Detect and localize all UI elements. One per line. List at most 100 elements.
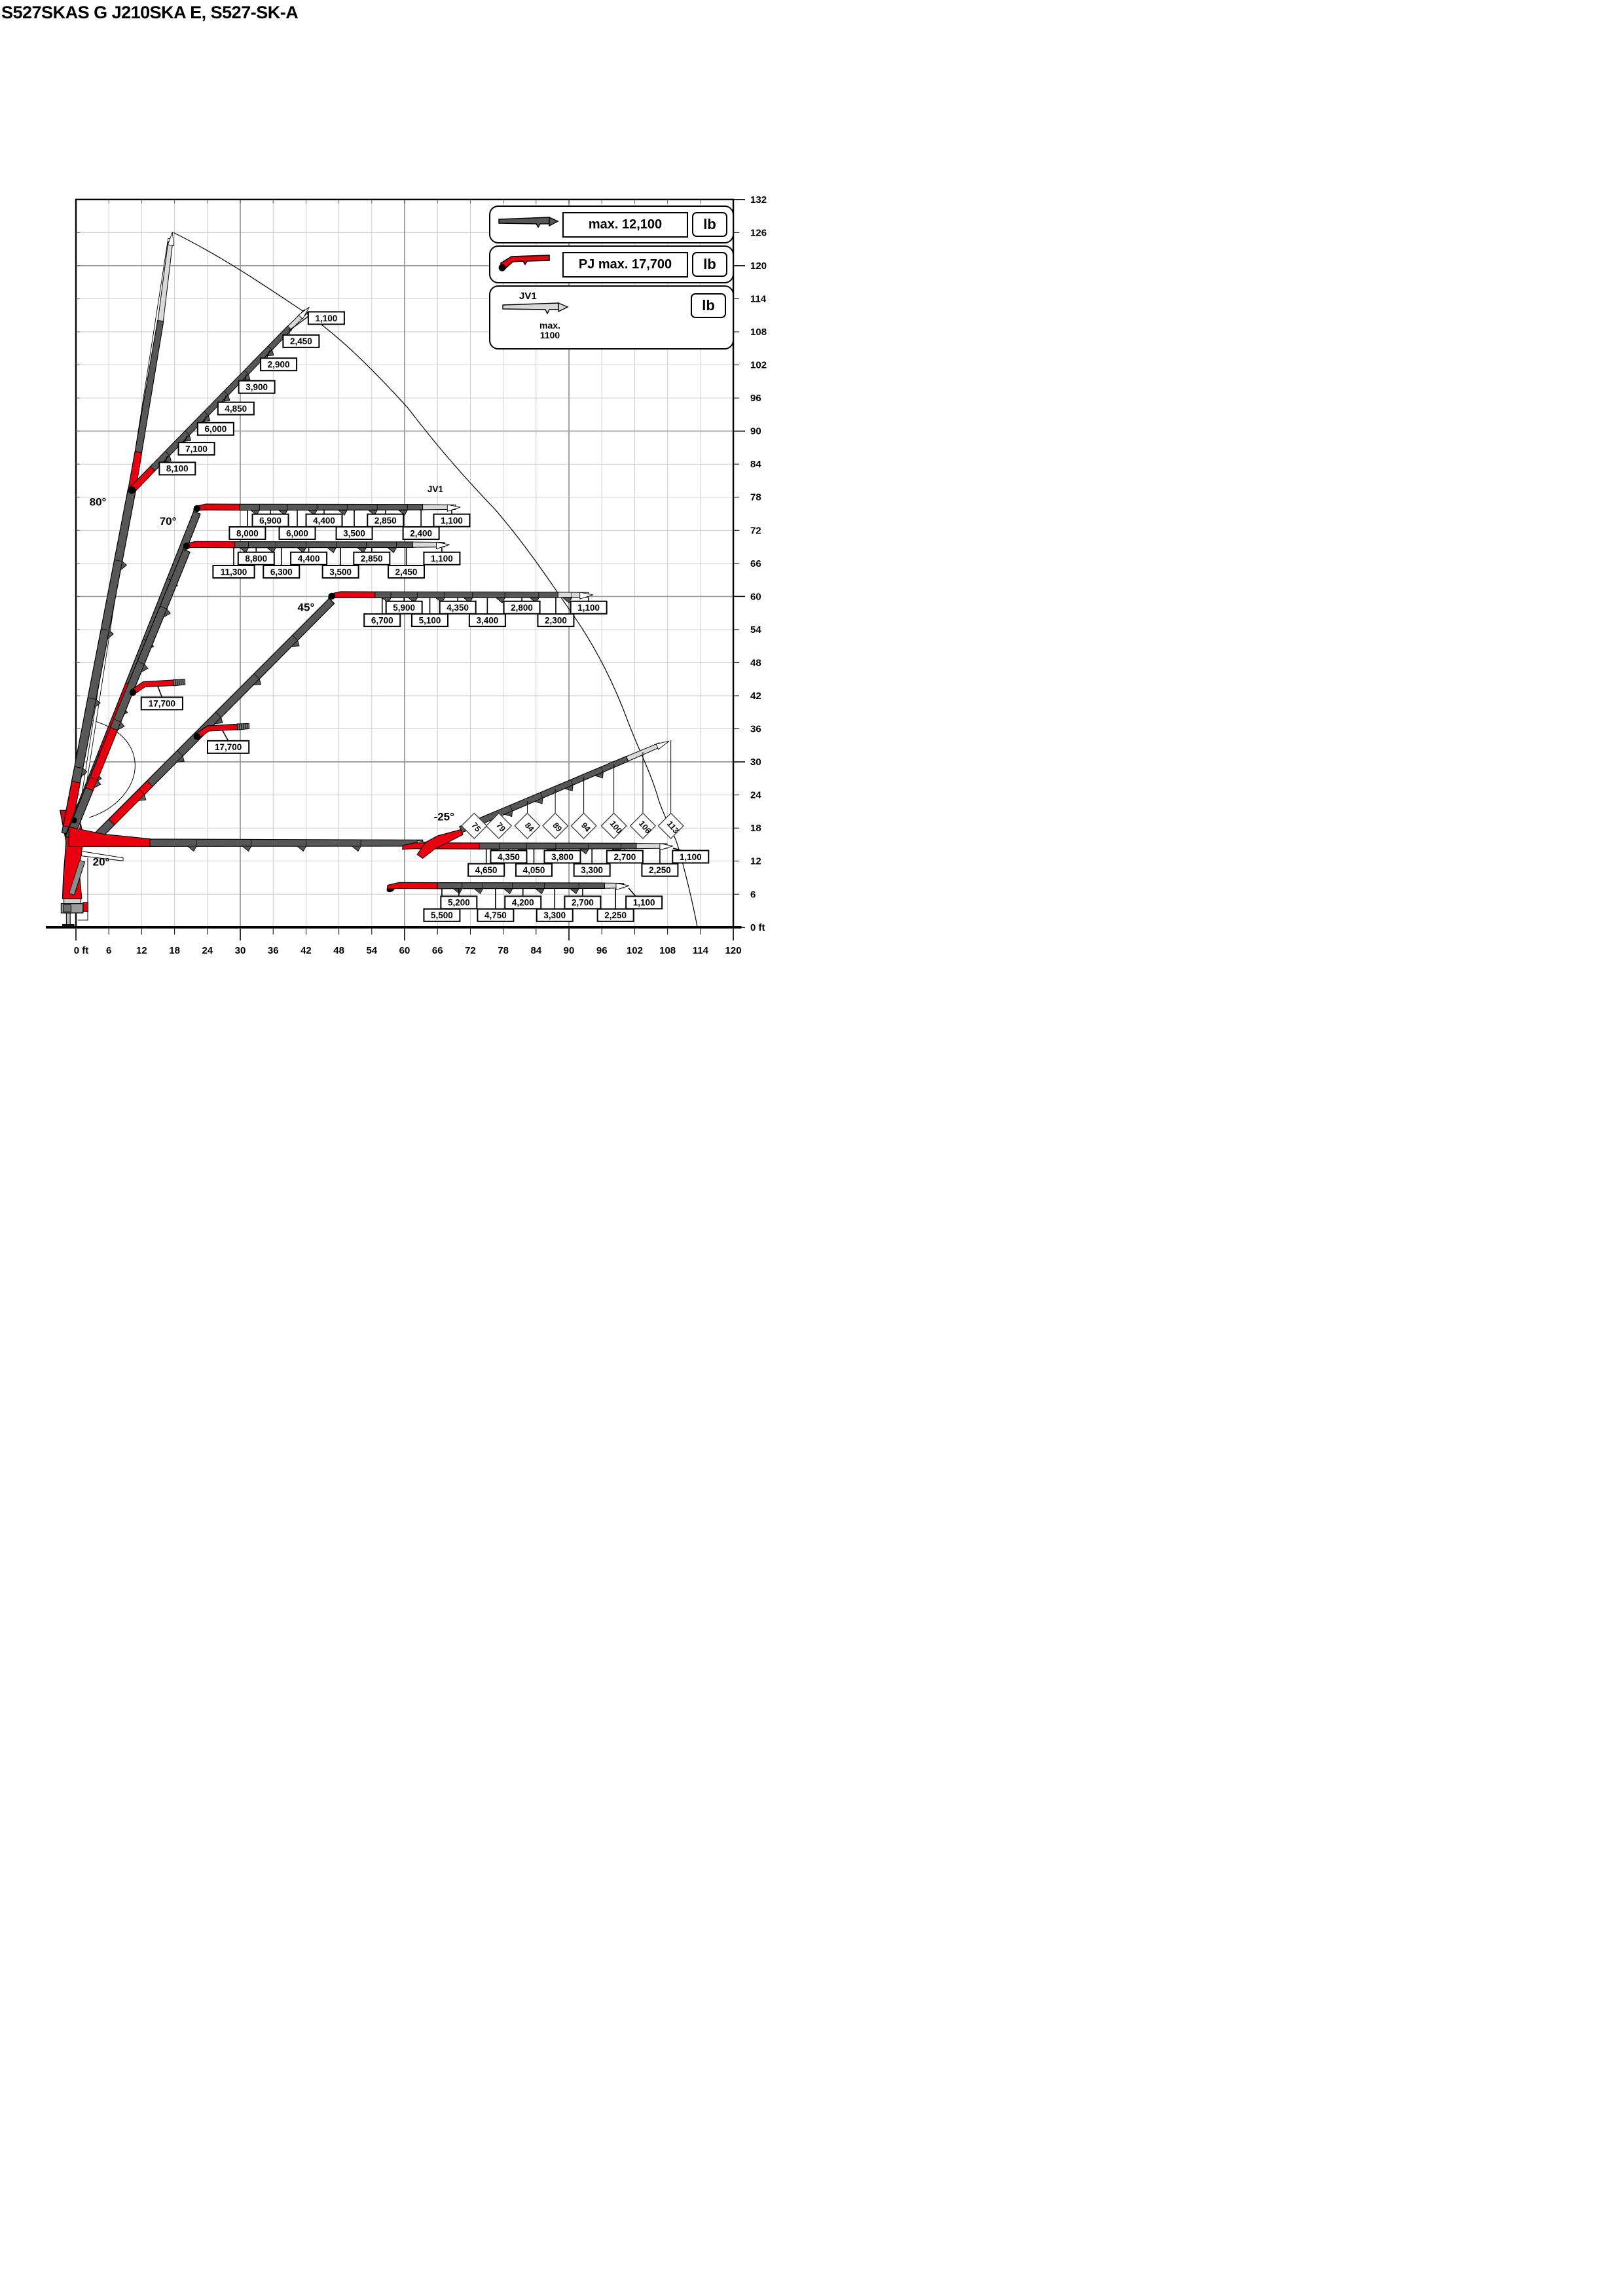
pj-max-lower-dot	[193, 733, 201, 740]
capacity-box	[503, 600, 541, 615]
boom-joint	[351, 846, 361, 852]
boom-joint	[534, 797, 543, 804]
boom-70-pj-horizontal-dot	[193, 505, 201, 512]
boom-neg25-jv1	[625, 742, 662, 762]
capacity-box	[196, 422, 234, 436]
capacity-box	[263, 564, 301, 579]
x-axis-label: 42	[301, 945, 312, 956]
boom-80-jv1	[157, 241, 173, 322]
x-axis-label: 114	[693, 945, 709, 956]
capacity-label: 17,700	[149, 699, 175, 709]
boom-65-pj-horizontal-extensions	[234, 541, 414, 548]
capacity-label: 4,750	[484, 910, 507, 920]
capacity-label: 11,300	[221, 567, 247, 577]
boom-joint	[452, 888, 463, 895]
boom-65-pj-horizontal-red	[85, 726, 119, 791]
capacity-label: 3,300	[581, 865, 603, 875]
boom-45-pj-horizontal-extensions	[374, 591, 558, 599]
outreach-diamond	[485, 812, 513, 840]
x-axis-label: 66	[432, 945, 443, 956]
legend-row-main-boom: max. 12,100 lb	[489, 206, 734, 243]
y-axis-label: 42	[750, 691, 761, 702]
capacity-label: 4,400	[298, 554, 320, 564]
y-axis-label: 54	[750, 624, 761, 636]
boom-joint	[562, 598, 572, 603]
boom-joint	[238, 547, 249, 554]
capacity-label: 4,650	[475, 865, 498, 875]
y-axis-label: 48	[750, 657, 761, 668]
x-axis-label: 102	[627, 945, 643, 956]
x-axis-label: 36	[268, 945, 279, 956]
capacity-label: 5,200	[448, 898, 470, 908]
boom-80-pj	[134, 319, 164, 454]
capacity-box	[260, 357, 298, 372]
outreach-diamond	[514, 812, 541, 840]
capacity-label: 2,900	[268, 360, 290, 370]
boom-80-knuckle-dot	[128, 486, 136, 494]
outreach-label: 89	[551, 821, 564, 834]
x-axis-label: 30	[235, 945, 246, 956]
y-axis-label: 132	[750, 194, 767, 206]
boom-70-pj-horizontal-extensions	[239, 503, 424, 511]
capacity-box	[411, 613, 449, 628]
y-axis-label: 24	[750, 790, 761, 801]
main-boom-icon	[497, 215, 562, 234]
boom-joint-seam	[244, 370, 249, 374]
boom-joint-seam	[114, 719, 121, 723]
outreach-label: 79	[494, 821, 507, 834]
boom-joint-seam	[268, 346, 272, 350]
boom-joint	[579, 848, 589, 855]
boom-65-pj-horizontal-tip	[436, 541, 450, 550]
callout-line	[156, 685, 163, 698]
callout-line	[203, 416, 207, 423]
outreach-diamond	[600, 812, 627, 840]
boom-joint	[337, 510, 348, 516]
capacity-label: 3,400	[476, 615, 498, 625]
boom-joint-seam	[75, 766, 83, 769]
capacity-label: 1,100	[441, 516, 463, 526]
crane-base-attachment	[82, 902, 88, 912]
boom-joint	[296, 846, 307, 852]
y-axis-label: 66	[750, 558, 761, 569]
boom-20-pj-extensions	[479, 842, 637, 850]
stub-rib	[244, 723, 246, 729]
boom-joint-seam	[185, 431, 190, 436]
pj-max-upper-label	[140, 696, 183, 711]
outreach-diamond	[570, 812, 597, 840]
y-axis-label: 36	[750, 724, 761, 735]
boom-70-pj-horizontal-knuckle	[193, 503, 240, 511]
boom-joint	[242, 846, 252, 852]
capacity-label: 4,200	[512, 898, 534, 908]
legend-unit-lb-2: lb	[692, 252, 727, 277]
capacity-label: 2,700	[572, 898, 594, 908]
capacity-box	[217, 401, 255, 416]
capacity-label: 3,800	[551, 852, 574, 862]
y-axis-label: 18	[750, 823, 761, 834]
capacity-label: 2,450	[395, 567, 418, 577]
angle-label-70: 70°	[160, 515, 177, 528]
boom-joint-seam	[215, 712, 221, 718]
capacity-label: 2,850	[361, 554, 383, 564]
capacity-box	[237, 551, 275, 565]
boom-joint-seam	[137, 661, 145, 664]
x-axis-label: 6	[106, 945, 111, 956]
y-axis-label: 90	[750, 426, 761, 437]
capacity-label: 2,250	[649, 865, 671, 875]
capacity-box	[433, 513, 471, 528]
legend: max. 12,100 lb PJ max. 17,700 lb JV1	[489, 206, 734, 351]
outreach-diamond	[657, 812, 684, 840]
capacity-box	[238, 380, 276, 394]
page-title: S527SKAS G J210SKA E, S527-SK-A	[1, 3, 299, 22]
boom-neg25-main	[459, 755, 629, 833]
y-axis-label: 102	[750, 360, 767, 371]
callout-line	[266, 350, 270, 359]
capacity-box	[490, 850, 528, 864]
capacity-label: 2,450	[290, 336, 312, 346]
boom-joint-seam	[570, 780, 574, 785]
boom-low-extensions	[437, 882, 605, 889]
load-chart: 1321261201141081029690847872666054484236…	[45, 194, 767, 956]
capacity-box	[212, 564, 255, 579]
capacity-box	[543, 850, 581, 864]
y-axis-label: 108	[750, 327, 767, 338]
boom-joint-seam	[177, 750, 183, 757]
